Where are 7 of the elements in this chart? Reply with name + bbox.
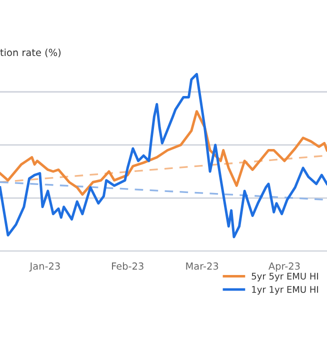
legend-label: 5yr 5yr EMU HI xyxy=(252,272,318,282)
legend-label: 1yr 1yr EMU HI xyxy=(252,286,318,295)
x-tick-label: Apr-23 xyxy=(268,262,300,272)
x-tick-label: Jan-23 xyxy=(29,262,60,272)
x-tick-label: Mar-23 xyxy=(186,262,218,270)
x-tick-label: Feb-23 xyxy=(112,262,144,270)
chart-title: tion rate (%) xyxy=(0,48,61,58)
